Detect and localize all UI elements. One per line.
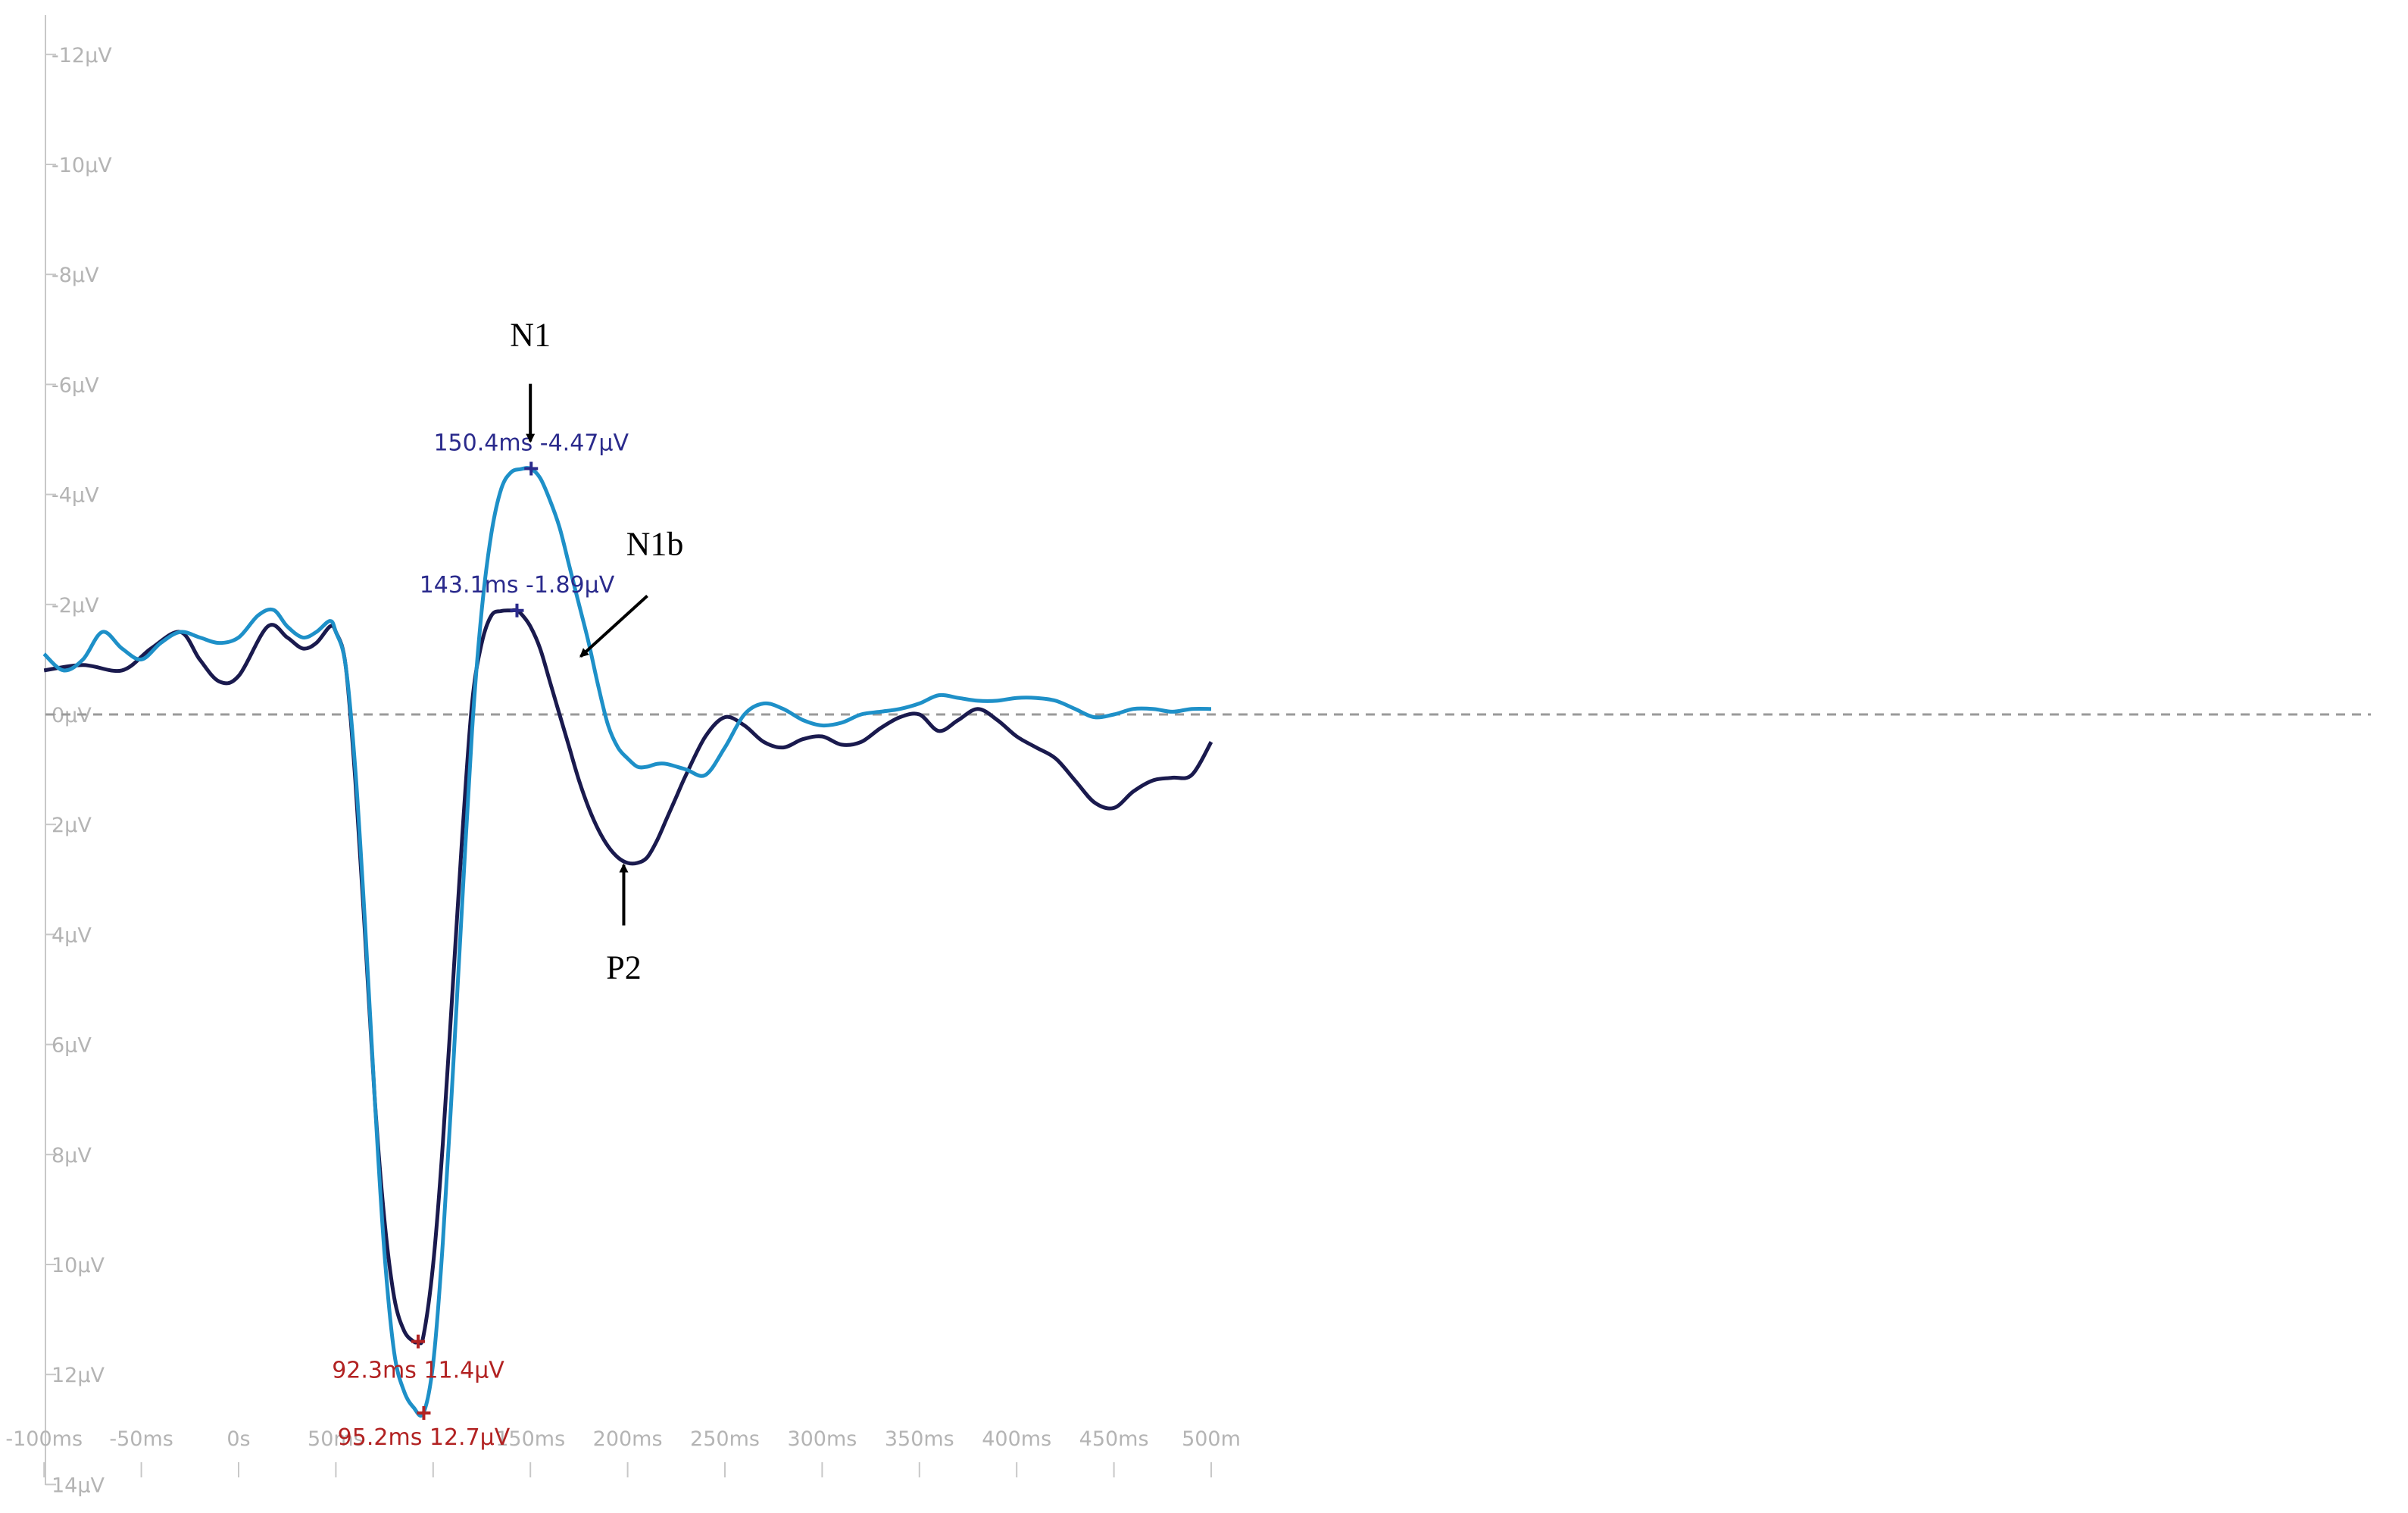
series-line-2 [42, 466, 1212, 1418]
x-tick-label: 500m [1182, 1427, 1241, 1451]
x-tick-label: 300ms [787, 1427, 857, 1451]
y-tick-label: 8µV [52, 1144, 92, 1168]
y-tick-label: 10µV [52, 1254, 105, 1277]
series-group [42, 466, 1213, 1418]
annotation-label: N1 [510, 317, 551, 354]
y-tick-label: -10µV [52, 154, 112, 177]
y-tick-label: 2µV [52, 814, 92, 837]
y-tick-label: -12µV [52, 44, 112, 67]
x-tick-label: 50ms [308, 1427, 364, 1451]
x-tick-label: -50ms [109, 1427, 173, 1451]
peak-marker [510, 603, 524, 617]
y-tick-label: 12µV [52, 1364, 105, 1387]
peak-marker [411, 1334, 426, 1349]
annotation-arrow [579, 594, 648, 658]
peak-label: 92.3ms 11.4µV [332, 1358, 504, 1384]
x-tick-label: 450ms [1079, 1427, 1149, 1451]
y-tick-label: 14µV [52, 1474, 105, 1497]
annotations: N1 N1b P2 [510, 317, 683, 986]
peak-label: 143.1ms -1.89µV [420, 572, 615, 599]
y-tick-label: -8µV [52, 264, 99, 287]
peak-marker [524, 461, 539, 476]
x-tick-label: 200ms [593, 1427, 663, 1451]
annotation-label: P2 [606, 949, 641, 986]
x-tick-label: 350ms [885, 1427, 954, 1451]
x-tick-label: 250ms [690, 1427, 760, 1451]
x-tick-label: 400ms [982, 1427, 1051, 1451]
x-tick-label: 150ms [495, 1427, 565, 1451]
y-tick-label: -6µV [52, 374, 99, 397]
x-tick-label: 0s [226, 1427, 250, 1451]
y-tick-label: -2µV [52, 594, 99, 617]
peak-marker [417, 1406, 431, 1421]
x-tick-label: -100ms [5, 1427, 83, 1451]
annotation-label: N1b [626, 525, 684, 562]
peak-label: 95.2ms 12.7µV [338, 1424, 511, 1451]
y-tick-label: 6µV [52, 1034, 92, 1058]
y-tick-label: 4µV [52, 924, 92, 947]
axes: -12µV-10µV-8µV-6µV-4µV-2µV0µV2µV4µV6µV8µ… [5, 15, 1241, 1497]
y-tick-label: -4µV [52, 484, 99, 508]
